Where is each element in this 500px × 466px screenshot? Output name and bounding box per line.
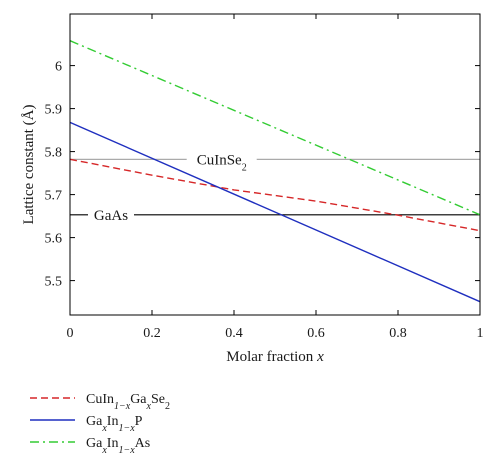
- axis-tick-labels: 0 0.2 0.4 0.6 0.8 1 5.5 5.6 5.7 5.8 5.9 6: [45, 60, 484, 341]
- series-lines: [69, 40, 481, 303]
- series-line-2: [69, 121, 481, 303]
- series-line-1: [69, 158, 481, 232]
- y-tick-label: 5.7: [45, 189, 63, 204]
- reference-label-cuinse2: CuInSe2: [197, 152, 247, 173]
- series-line-3: [69, 40, 481, 216]
- x-axis-title: Molar fraction x: [226, 349, 324, 365]
- y-tick-label: 5.5: [45, 275, 63, 290]
- y-tick-label: 5.6: [45, 232, 63, 247]
- x-tick-label: 1: [477, 326, 484, 341]
- y-axis-title: Lattice constant (Å): [21, 105, 37, 225]
- x-tick-label: 0.2: [143, 326, 161, 341]
- y-tick-label: 6: [55, 60, 62, 75]
- x-tick-label: 0: [67, 326, 74, 341]
- y-tick-label: 5.8: [45, 146, 63, 161]
- reference-label-gaas: GaAs: [94, 208, 128, 224]
- axis-ticks: [69, 14, 481, 315]
- y-tick-label: 5.9: [45, 103, 63, 118]
- reference-lines: CuInSe2 GaAs: [70, 152, 480, 224]
- x-tick-label: 0.6: [307, 326, 325, 341]
- x-tick-label: 0.8: [389, 326, 407, 341]
- legend-label-2: GaxIn1−xP: [86, 414, 143, 434]
- legend-label-3: GaxIn1−xAs: [86, 436, 150, 456]
- x-tick-label: 0.4: [225, 326, 243, 341]
- plot-frame: [69, 13, 481, 316]
- legend-label-1: CuIn1−xGaxSe2: [86, 392, 170, 412]
